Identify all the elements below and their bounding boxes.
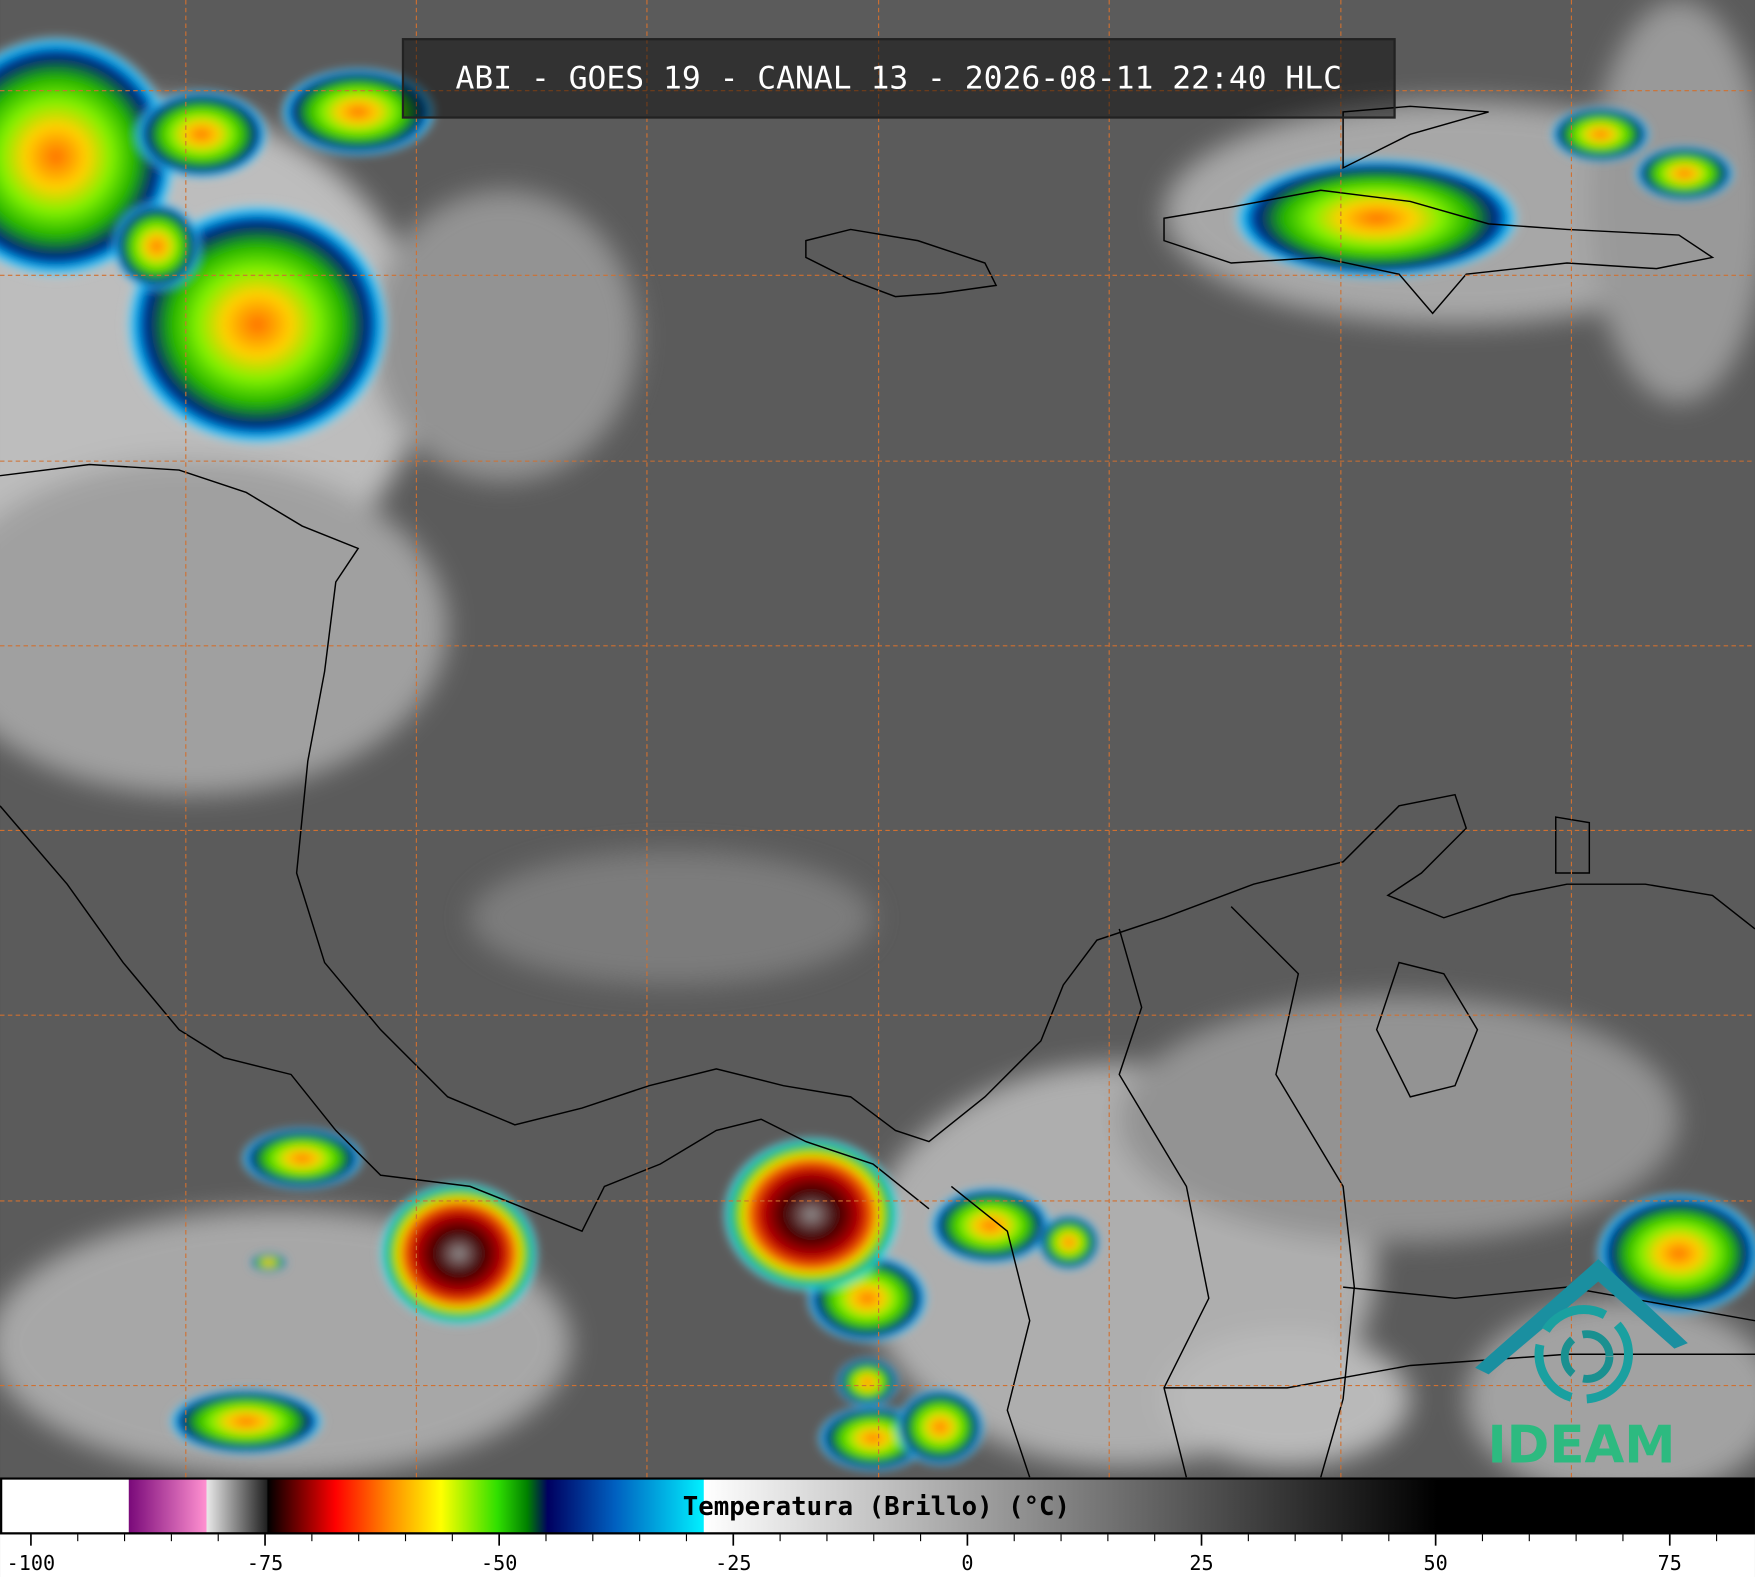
title-box [401,38,1396,119]
colorbar-tick-label: -50 [481,1551,517,1575]
colorbar-tick-label: 25 [1189,1551,1213,1575]
logo-text: IDEAM [1487,1415,1675,1475]
colorbar-bar [0,1477,1755,1535]
colorbar-tick-label: 75 [1658,1551,1682,1575]
colorbar-tick-label: -25 [715,1551,751,1575]
colorbar-label: Temperatura (Brillo) (°C) [683,1492,1070,1522]
colorbar-tick-label: 50 [1424,1551,1448,1575]
colorbar: Temperatura (Brillo) (°C) -100 -75 -50 -25 0… [0,1477,1755,1577]
colorbar-tick-label: -100 [7,1551,55,1575]
colorbar-tick-label: 0 [961,1551,973,1575]
title: ABI - GOES 19 - CANAL 13 - 2026-08-11 22… [456,60,1342,96]
imagery [0,0,1755,1500]
colorbar-tick-label: -75 [247,1551,283,1575]
logo: IDEAM [1475,1259,1688,1475]
